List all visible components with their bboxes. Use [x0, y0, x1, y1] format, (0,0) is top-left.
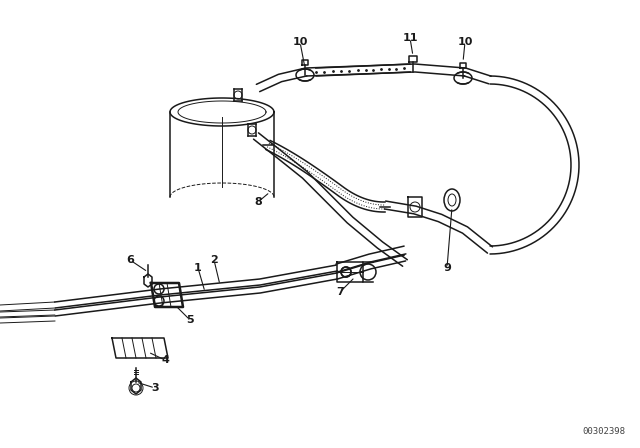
Text: 6: 6	[126, 255, 134, 265]
Text: 11: 11	[403, 33, 418, 43]
Text: 9: 9	[443, 263, 451, 273]
Text: 4: 4	[161, 355, 169, 365]
Text: 8: 8	[254, 197, 262, 207]
Text: 00302398: 00302398	[582, 427, 625, 436]
Text: 1: 1	[194, 263, 202, 273]
Text: 7: 7	[336, 287, 344, 297]
Text: 10: 10	[292, 37, 308, 47]
Text: 5: 5	[186, 315, 194, 325]
Text: 3: 3	[151, 383, 159, 393]
Text: 10: 10	[458, 37, 473, 47]
Text: 2: 2	[210, 255, 218, 265]
